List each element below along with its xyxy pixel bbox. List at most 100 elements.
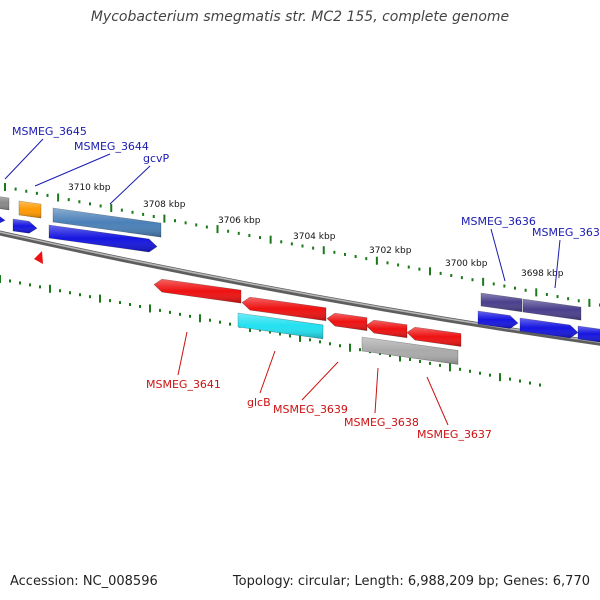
- scale-label-0: 3710 kbp: [68, 183, 111, 193]
- inner-scale-minor-tick: [159, 308, 161, 312]
- outer-scale-minor-tick: [460, 276, 463, 280]
- outer-scale-minor-tick: [280, 240, 283, 244]
- outer-scale-minor-tick: [78, 200, 81, 204]
- gene-msmeg-3639-leader: [301, 361, 339, 401]
- inner-scale-minor-tick: [209, 318, 211, 322]
- genome-backbone: [0, 230, 600, 346]
- inner-scale-minor-tick: [419, 359, 421, 363]
- feature-cyan-glcb-shade: [238, 313, 323, 339]
- outer-scale-minor-tick: [439, 271, 442, 275]
- outer-scale-minor-tick: [152, 215, 155, 218]
- outer-scale-minor-tick: [259, 236, 261, 240]
- outer-scale-major-tick: [535, 288, 538, 297]
- inner-scale-minor-tick: [469, 369, 471, 373]
- inner-scale-minor-tick: [329, 342, 331, 346]
- feature-blue-edge-right-shade: [578, 326, 600, 343]
- inner-scale-minor-tick: [269, 330, 271, 334]
- feature-red-3639-shade: [327, 313, 367, 331]
- outer-scale-minor-tick: [365, 257, 368, 261]
- inner-scale-minor-tick: [229, 322, 231, 326]
- inner-scale-minor-tick: [19, 281, 21, 285]
- outer-scale-major-tick: [375, 256, 378, 265]
- inner-scale-major-tick: [499, 373, 501, 382]
- feature-blue-small-shade: [13, 219, 37, 234]
- outer-scale-minor-tick: [120, 208, 123, 212]
- outer-scale-minor-tick: [99, 204, 102, 208]
- inner-scale-minor-tick: [139, 304, 141, 308]
- genome-summary-text: Topology: circular; Length: 6,988,209 bp…: [232, 574, 590, 589]
- outer-scale-minor-tick: [492, 282, 495, 286]
- gene-msmeg-3637-leader: [426, 376, 449, 426]
- inner-scale-minor-tick: [479, 371, 481, 375]
- inner-scale-minor-tick: [69, 291, 71, 295]
- outer-scale-minor-tick: [14, 187, 17, 191]
- inner-scale-minor-tick: [119, 301, 121, 305]
- outer-scale-minor-tick: [344, 252, 346, 256]
- inner-scale-major-tick: [99, 294, 101, 303]
- outer-scale-major-tick: [588, 298, 591, 307]
- outer-scale-major-tick: [57, 193, 60, 202]
- inner-scale-minor-tick: [39, 285, 41, 289]
- gene-glcb-leader: [259, 350, 276, 394]
- outer-scale-minor-tick: [312, 246, 315, 250]
- outer-scale-minor-tick: [131, 210, 134, 214]
- gene-msmeg-3636-leader: [490, 228, 506, 282]
- gene-msmeg-3644-label: MSMEG_3644: [74, 140, 149, 153]
- feature-red-3640-shade: [242, 297, 326, 321]
- gene-msmeg-3644-leader: [34, 153, 111, 187]
- outer-scale-minor-tick: [248, 233, 251, 237]
- inner-scale-minor-tick: [179, 312, 181, 316]
- gene-glcb-label: glcB: [247, 396, 271, 409]
- gene-msmeg-3645-label: MSMEG_3645: [12, 125, 87, 138]
- feature-red-3641-shade: [154, 279, 241, 304]
- scale-label-4: 3702 kbp: [369, 246, 412, 256]
- outer-scale-major-tick: [4, 183, 6, 191]
- outer-scale-minor-tick: [524, 288, 527, 292]
- outer-scale-minor-tick: [354, 255, 357, 259]
- inner-scale-minor-tick: [9, 279, 11, 283]
- gene-msmeg-3635-leader: [554, 239, 561, 289]
- feature-red-3638-shade: [366, 320, 407, 338]
- outer-scale-minor-tick: [301, 244, 304, 248]
- outer-scale-major-tick: [269, 235, 272, 244]
- outer-scale-major-tick: [110, 204, 113, 213]
- inner-scale-minor-tick: [409, 357, 411, 361]
- inner-scale-major-tick: [299, 333, 301, 342]
- inner-scale-minor-tick: [79, 293, 81, 297]
- outer-scale-minor-tick: [577, 299, 580, 303]
- inner-scale-minor-tick: [309, 338, 311, 342]
- outer-scale-minor-tick: [514, 286, 516, 290]
- outer-scale-major-tick: [429, 267, 431, 276]
- scale-label-5: 3700 kbp: [445, 259, 488, 269]
- gene-msmeg-3641-leader: [177, 331, 188, 376]
- inner-scale-minor-tick: [529, 381, 531, 385]
- gene-msmeg-3638-label: MSMEG_3638: [344, 416, 419, 429]
- inner-scale-minor-tick: [169, 310, 171, 314]
- outer-scale-minor-tick: [290, 242, 293, 246]
- inner-scale-minor-tick: [219, 320, 221, 324]
- outer-scale-minor-tick: [397, 263, 400, 267]
- inner-scale-major-tick: [199, 314, 201, 323]
- gene-msmeg-3635-label: MSMEG_3635: [532, 226, 600, 239]
- outer-scale-major-tick: [482, 277, 485, 286]
- feature-purple-3635-shade: [523, 299, 581, 321]
- outer-scale-minor-tick: [205, 225, 208, 229]
- feature-orange-shade: [19, 201, 41, 219]
- outer-scale-minor-tick: [471, 278, 474, 282]
- feature-steelblue-gcvp-shade: [53, 208, 161, 238]
- feature-grey-3638-shade: [362, 337, 458, 365]
- outer-scale-minor-tick: [142, 212, 145, 216]
- outer-scale-minor-tick: [25, 189, 28, 193]
- genome-backbone-highlight: [0, 231, 600, 344]
- feature-blue-long-shade: [49, 225, 157, 252]
- feature-red-small-arrow: [34, 251, 43, 264]
- feature-red-3637-shade: [407, 327, 461, 347]
- gene-msmeg-3645-leader: [4, 138, 44, 180]
- outer-scale-minor-tick: [89, 202, 91, 206]
- inner-scale-minor-tick: [539, 383, 541, 387]
- gene-msmeg-3639-label: MSMEG_3639: [273, 403, 348, 416]
- outer-scale-major-tick: [163, 214, 166, 223]
- feature-blue-edge-shade: [0, 216, 5, 223]
- outer-scale-major-tick: [216, 225, 219, 234]
